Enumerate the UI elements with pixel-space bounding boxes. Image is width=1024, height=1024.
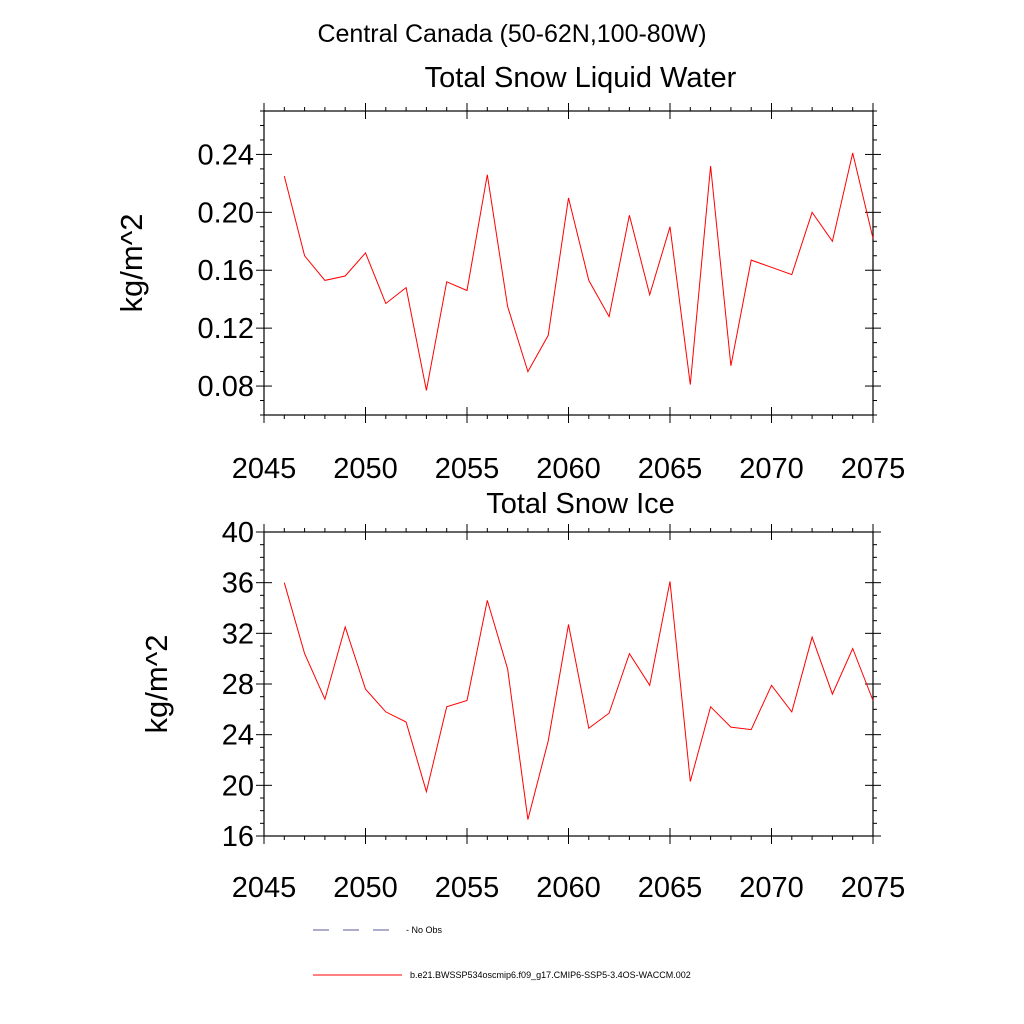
y-tick-label: 20 bbox=[222, 770, 254, 802]
y-tick-label: 32 bbox=[222, 618, 254, 650]
panel-title: Total Snow Liquid Water bbox=[425, 62, 737, 94]
y-tick-label: 0.12 bbox=[198, 313, 254, 345]
legend-label: - No Obs bbox=[406, 925, 443, 935]
y-tick-label: 0.20 bbox=[198, 197, 254, 229]
x-tick-label: 2075 bbox=[841, 872, 906, 904]
panel-title: Total Snow Ice bbox=[486, 488, 675, 520]
x-tick-label: 2075 bbox=[841, 453, 906, 485]
y-tick-label: 0.08 bbox=[198, 371, 254, 403]
plot-frame bbox=[263, 531, 874, 837]
y-axis-label: kg/m^2 bbox=[114, 214, 149, 313]
y-tick-label: 0.24 bbox=[198, 139, 254, 171]
y-tick-label: 40 bbox=[222, 517, 254, 549]
plot-frame bbox=[263, 110, 874, 416]
x-tick-label: 2050 bbox=[333, 872, 398, 904]
y-axis-label: kg/m^2 bbox=[139, 635, 174, 734]
figure-title: Central Canada (50-62N,100-80W) bbox=[317, 20, 706, 48]
series-line bbox=[283, 581, 874, 820]
x-tick-label: 2060 bbox=[536, 872, 601, 904]
x-tick-label: 2055 bbox=[435, 872, 500, 904]
x-tick-label: 2065 bbox=[638, 872, 703, 904]
x-tick-label: 2045 bbox=[232, 453, 297, 485]
x-tick-label: 2070 bbox=[739, 872, 804, 904]
y-tick-label: 0.16 bbox=[198, 255, 254, 287]
y-tick-label: 16 bbox=[222, 821, 254, 853]
x-tick-label: 2065 bbox=[638, 453, 703, 485]
x-tick-label: 2055 bbox=[435, 453, 500, 485]
snow-liquid-water-panel: Total Snow Liquid Water kg/m^2 2045 2050 205… bbox=[114, 62, 905, 485]
y-tick-label: 24 bbox=[222, 720, 254, 752]
y-tick-label: 36 bbox=[222, 568, 254, 600]
legend: - No Obs b.e21.BWSSP534oscmip6.f09_g17.CM… bbox=[313, 925, 691, 980]
y-tick-label: 28 bbox=[222, 669, 254, 701]
x-tick-label: 2050 bbox=[333, 453, 398, 485]
snow-ice-panel: Total Snow Ice kg/m^2 2045 2050 2055 2060 2065… bbox=[139, 488, 905, 904]
x-tick-label: 2045 bbox=[232, 872, 297, 904]
legend-label: b.e21.BWSSP534oscmip6.f09_g17.CMIP6-SSP5… bbox=[410, 970, 691, 980]
x-tick-label: 2060 bbox=[536, 453, 601, 485]
x-tick-label: 2070 bbox=[739, 453, 804, 485]
series-line bbox=[283, 152, 874, 391]
